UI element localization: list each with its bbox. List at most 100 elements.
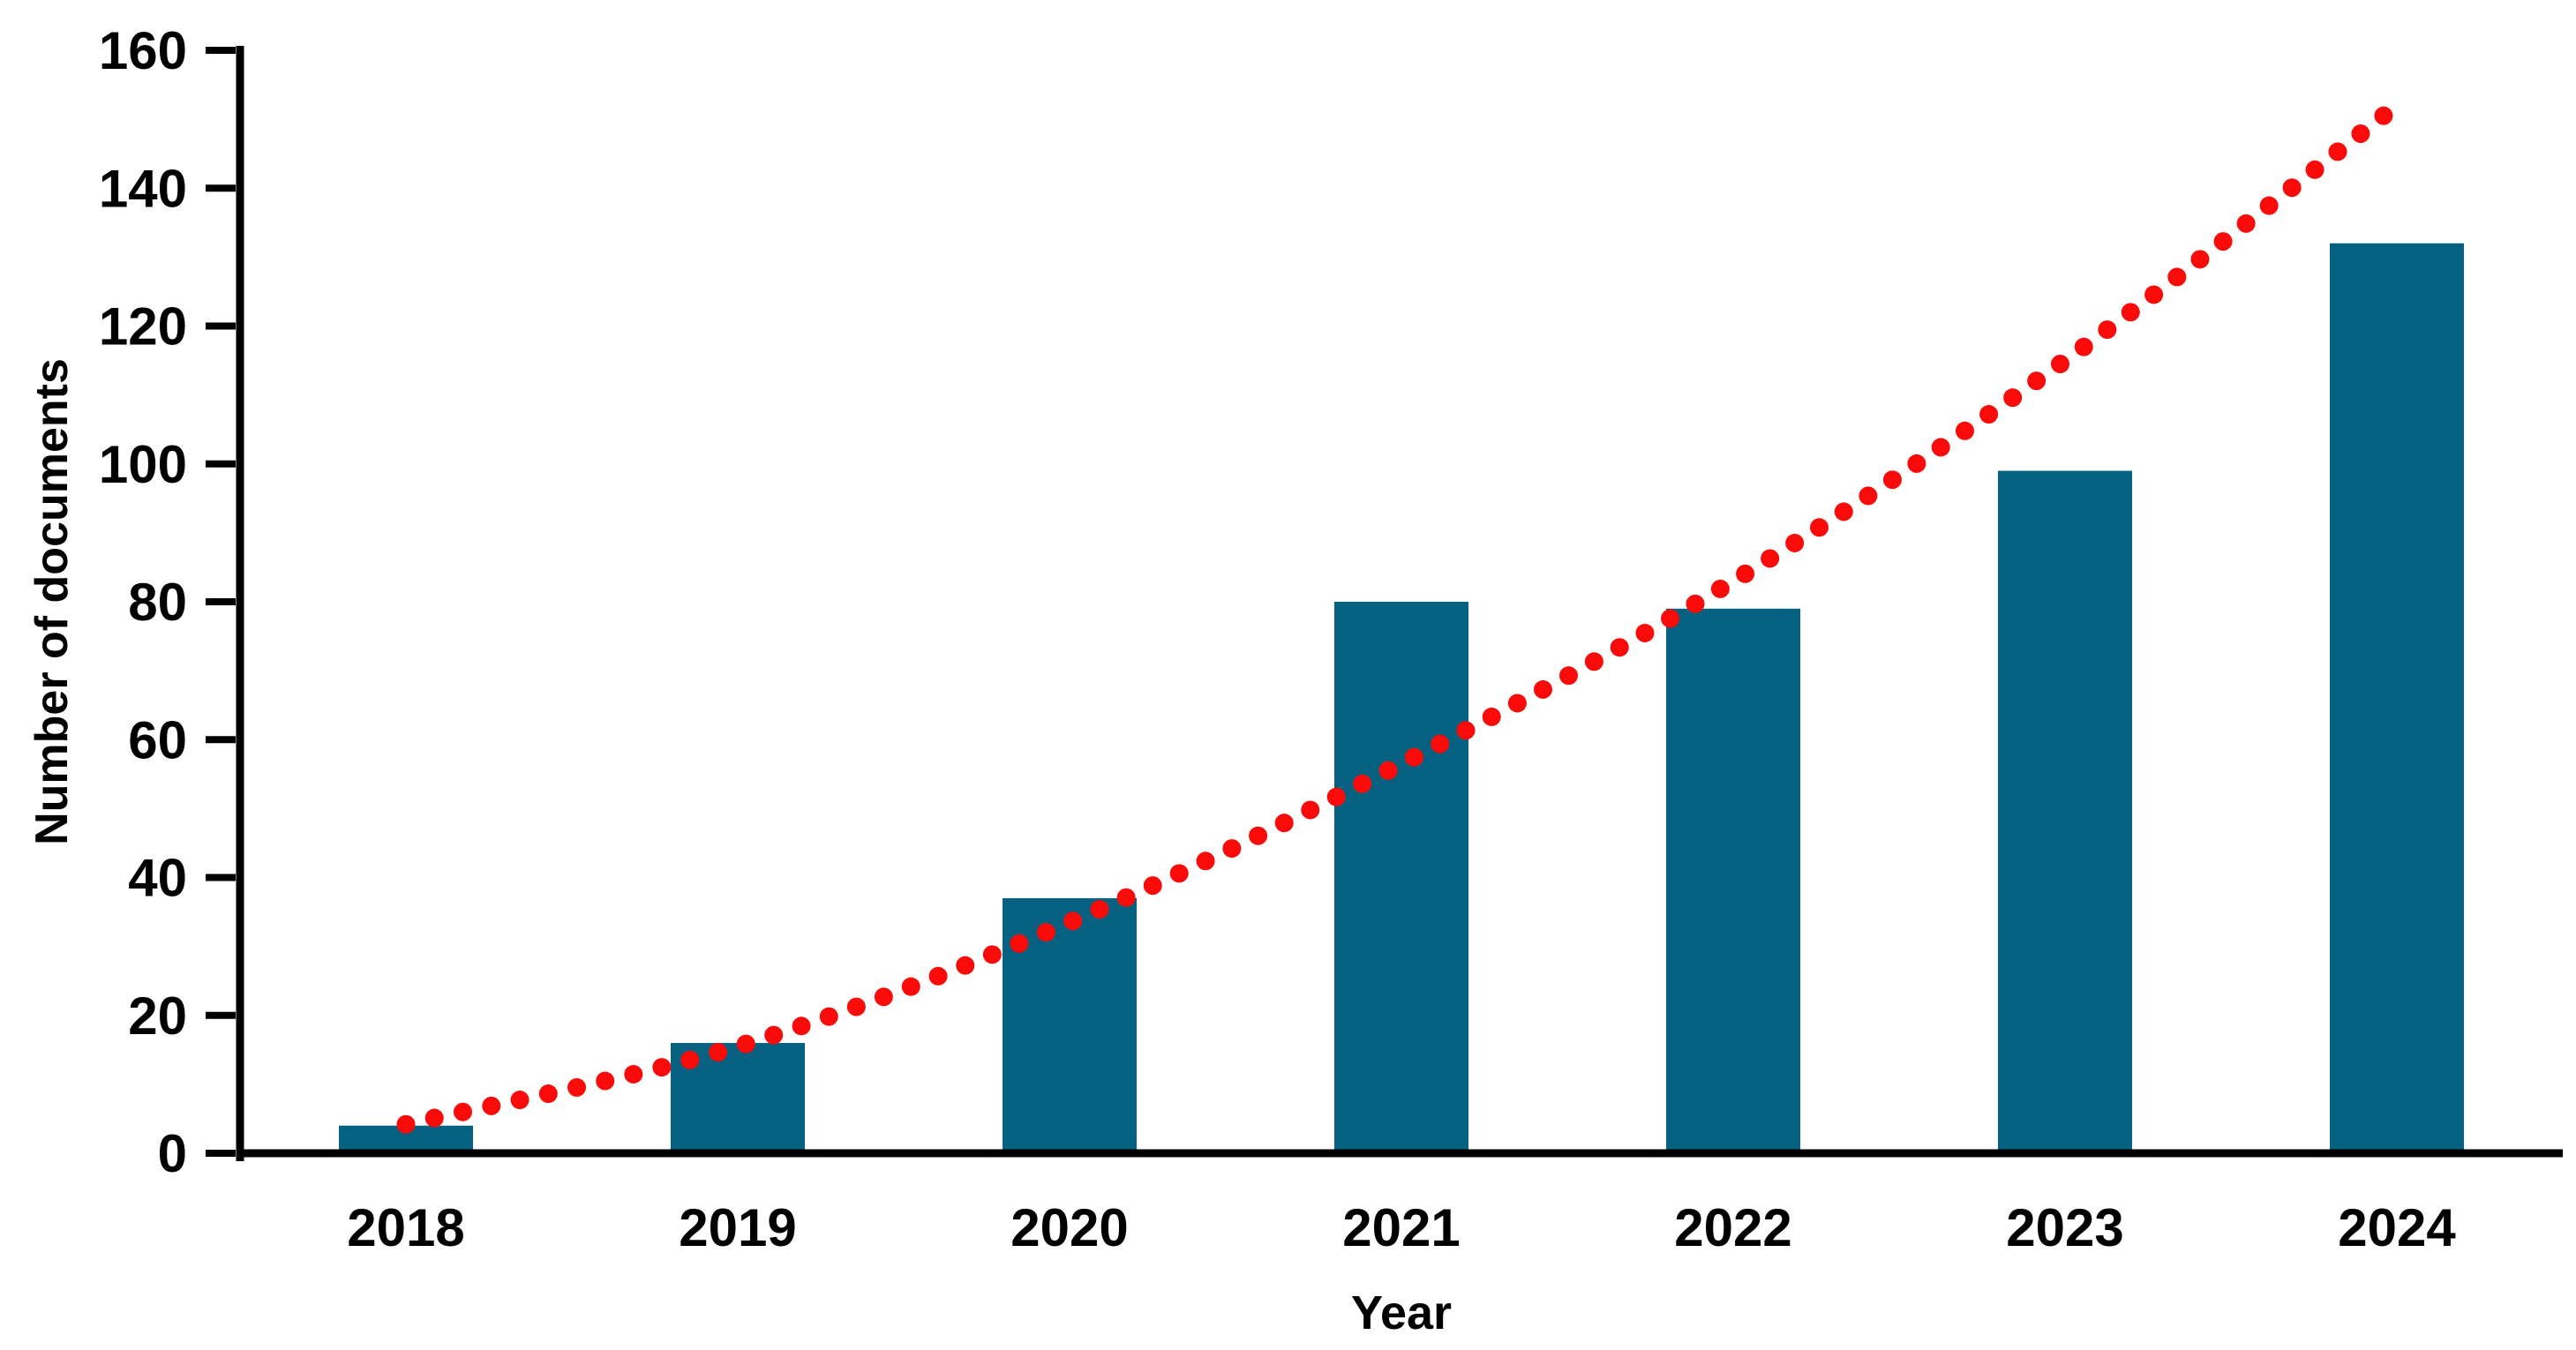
trend-dot: [2259, 196, 2279, 215]
trend-dot: [1249, 826, 1268, 845]
trend-dot: [2305, 160, 2324, 179]
trend-dot: [2282, 178, 2302, 198]
trend-dot: [652, 1058, 672, 1077]
trend-dot: [567, 1077, 587, 1097]
trend-dot: [2144, 285, 2164, 304]
y-axis-title: Number of documents: [26, 358, 78, 845]
trend-dot: [2236, 214, 2256, 233]
trend-dot: [1931, 438, 1950, 457]
y-tick-label-60: 60: [128, 710, 187, 769]
trend-dot: [2003, 388, 2023, 408]
trend-dot: [624, 1064, 643, 1084]
trend-dot: [1326, 787, 1346, 806]
y-axis-tick: [206, 460, 236, 468]
trend-dot: [2351, 124, 2370, 144]
trend-dot: [2098, 320, 2117, 340]
trend-dot: [1274, 814, 1294, 833]
trend-dot: [2190, 250, 2210, 269]
trend-dot: [1584, 652, 1603, 671]
trend-dot: [1482, 707, 1501, 726]
trend-dot: [709, 1043, 728, 1062]
trend-dot: [2167, 267, 2187, 287]
y-tick-label-40: 40: [128, 849, 187, 908]
trend-dot: [764, 1025, 784, 1045]
trend-dot: [1955, 421, 1974, 440]
y-tick-label-160: 160: [99, 21, 187, 80]
trend-dot: [819, 1007, 838, 1026]
trend-dot: [846, 997, 866, 1016]
y-axis-tick: [206, 184, 236, 192]
trend-dot: [1222, 839, 1242, 859]
trend-dot: [1710, 579, 1730, 598]
x-tick-label-2022: 2022: [1674, 1198, 1791, 1257]
y-tick-label-100: 100: [99, 435, 187, 494]
trend-dot: [1404, 747, 1423, 767]
trend-dot: [2121, 303, 2140, 322]
y-tick-label-20: 20: [128, 986, 187, 1046]
y-tick-label-0: 0: [158, 1124, 187, 1183]
x-tick-label-2020: 2020: [1010, 1198, 1128, 1257]
x-axis-line: [236, 1149, 2563, 1158]
x-tick-label-2023: 2023: [2006, 1198, 2123, 1257]
bar-2023: [1998, 470, 2132, 1157]
trend-dot: [1456, 721, 1476, 740]
trend-dot: [680, 1050, 700, 1069]
y-axis-tick: [206, 736, 236, 744]
trend-dot: [1063, 911, 1083, 931]
trend-dot: [1761, 549, 1780, 568]
trend-dot: [956, 956, 975, 975]
axes-group: [236, 46, 2563, 1161]
x-tick-label-2018: 2018: [347, 1198, 464, 1257]
trend-dot: [1809, 518, 1829, 537]
trend-dot: [2027, 371, 2047, 391]
y-axis-tick: [206, 47, 236, 54]
trend-dot: [482, 1096, 501, 1115]
trend-dot: [792, 1016, 811, 1036]
trend-dot: [1661, 609, 1680, 628]
trend-dot: [1785, 533, 1805, 552]
trend-dot: [928, 966, 948, 986]
trend-dot: [2213, 232, 2233, 251]
trend-dot: [1558, 666, 1578, 686]
trend-dot: [596, 1071, 615, 1091]
trend-dot: [1635, 623, 1655, 642]
trend-dot: [538, 1084, 558, 1104]
trend-dot: [1834, 502, 1853, 521]
trend-dot: [1143, 876, 1162, 896]
trend-dot: [1610, 638, 1629, 657]
x-tick-label-2024: 2024: [2338, 1198, 2456, 1257]
trend-dot: [1090, 900, 1109, 919]
trend-dot: [2374, 106, 2393, 125]
y-axis-ticks-group: 0 20 40 60 80 100 120 140 160: [99, 21, 236, 1183]
trend-dot: [1686, 594, 1705, 613]
x-tick-label-2021: 2021: [1342, 1198, 1460, 1257]
trend-dot: [1036, 923, 1055, 942]
trend-dot: [1196, 851, 1215, 871]
trend-dot: [736, 1034, 755, 1054]
trend-dot: [1533, 679, 1552, 699]
trend-dot: [1010, 934, 1029, 953]
y-axis-tick: [206, 1011, 236, 1019]
trend-dot: [1979, 405, 1999, 424]
trend-dot: [1431, 734, 1450, 754]
y-axis-tick: [206, 874, 236, 881]
trend-dot: [2051, 354, 2070, 373]
trend-dot: [982, 945, 1002, 964]
trend-dot: [396, 1114, 416, 1134]
trend-dot: [1507, 694, 1527, 713]
trend-dot: [1353, 774, 1372, 793]
trend-dot: [1169, 864, 1189, 883]
bar-2022: [1666, 608, 1800, 1157]
x-axis-title: Year: [1351, 1286, 1452, 1339]
x-tick-label-2019: 2019: [679, 1198, 796, 1257]
trend-dot: [2328, 142, 2347, 161]
trend-dot: [1116, 888, 1136, 907]
y-axis-tick: [206, 322, 236, 330]
trend-dot: [1882, 470, 1902, 490]
y-axis-tick: [206, 598, 236, 605]
y-tick-label-120: 120: [99, 297, 187, 356]
y-tick-label-80: 80: [128, 573, 187, 632]
trend-dot: [510, 1091, 529, 1110]
bars-group: [339, 243, 2464, 1157]
